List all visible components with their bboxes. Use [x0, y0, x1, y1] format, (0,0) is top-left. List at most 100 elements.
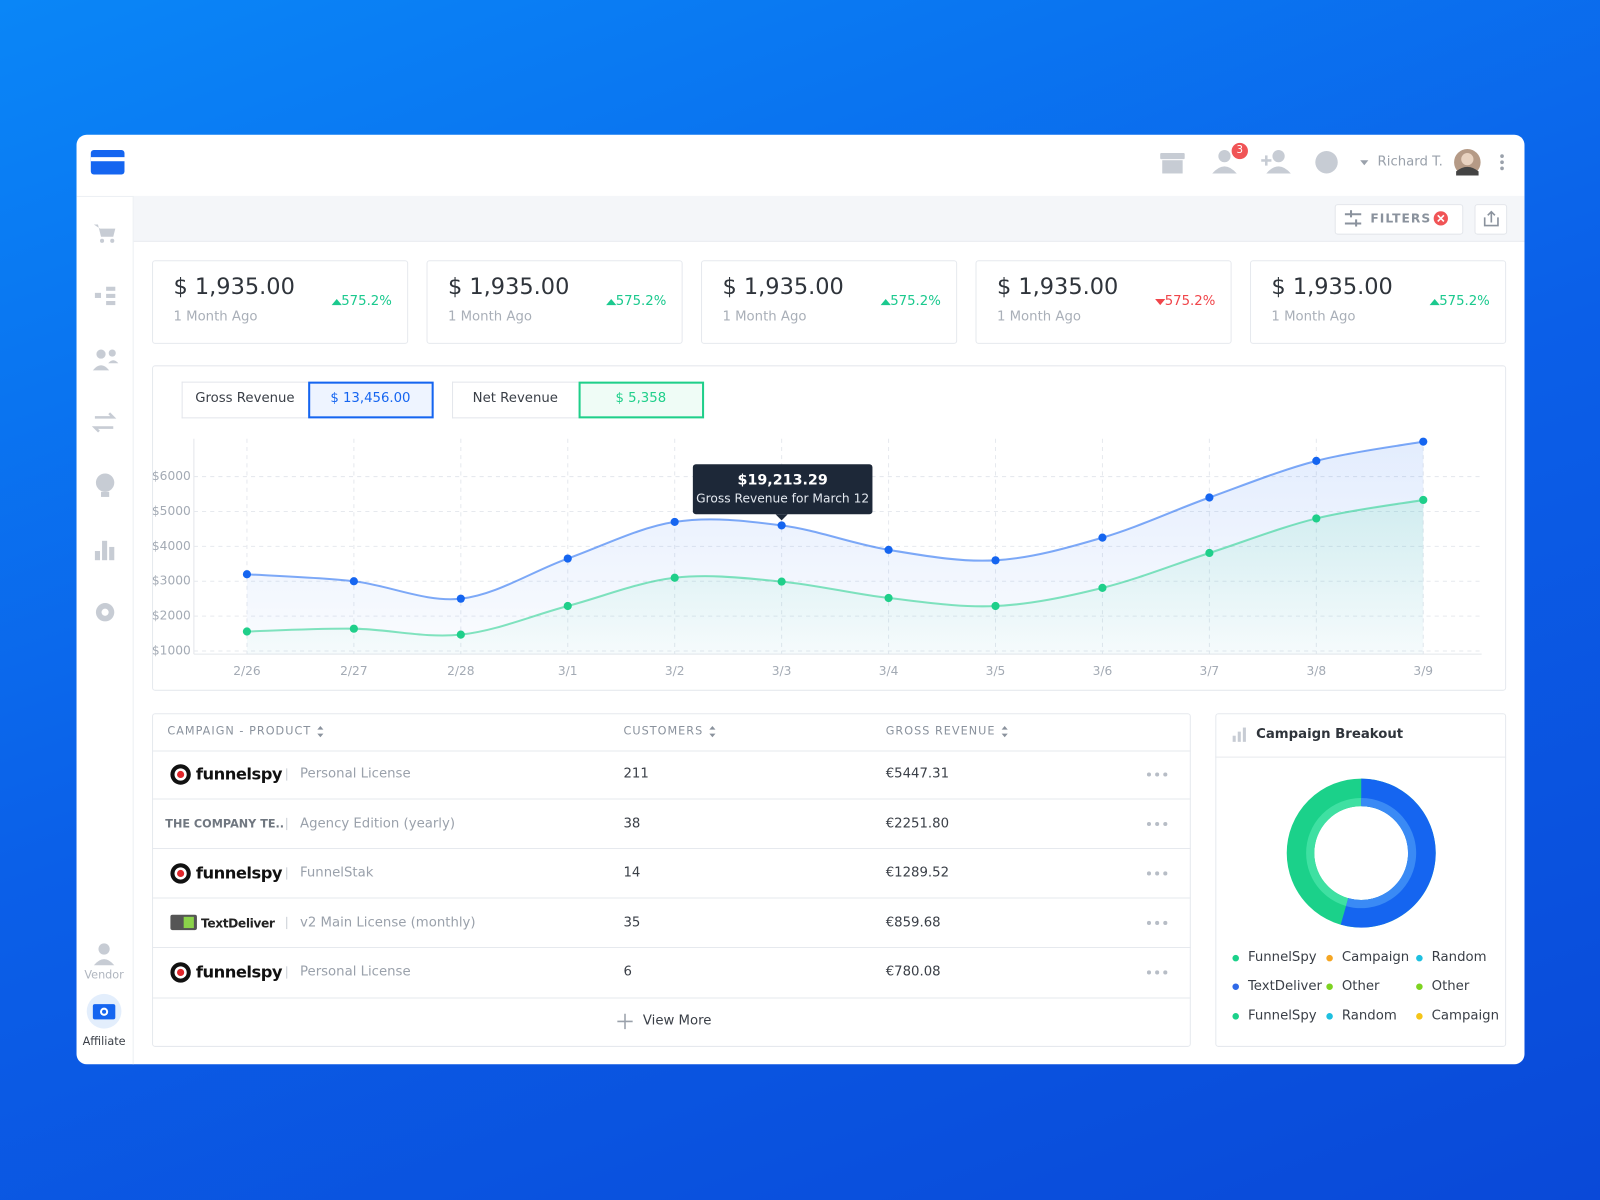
nav-icons[interactable] — [99, 238, 105, 243]
logo[interactable] — [90, 149, 125, 175]
x-tick-label: 3/3 — [772, 664, 792, 678]
stat-card — [1249, 260, 1507, 344]
nav-icons[interactable] — [94, 292, 102, 298]
net-total[interactable] — [578, 381, 705, 419]
trend-arrow — [880, 298, 891, 306]
legend-label[interactable]: Gross Revenue — [195, 390, 295, 407]
nav-icons[interactable] — [102, 540, 108, 561]
avatar[interactable] — [1456, 166, 1479, 176]
x-tick-label: 3/6 — [1093, 664, 1113, 678]
filters-label[interactable]: FILTERS — [1370, 211, 1432, 226]
brand: funnelspy — [195, 863, 283, 883]
header-icons[interactable] — [1315, 151, 1338, 174]
row-menu[interactable] — [1146, 920, 1168, 925]
legend-name: Campaign — [1341, 949, 1410, 966]
stat-period: 1 Month Ago — [447, 309, 533, 325]
logo[interactable] — [90, 149, 125, 175]
legend-total[interactable]: $ 13,456.00 — [330, 390, 411, 407]
badge — [1231, 142, 1248, 160]
gross-total[interactable] — [308, 381, 434, 419]
sort-icon — [1001, 726, 1008, 738]
clear-filters[interactable] — [1437, 214, 1445, 223]
nav-icons[interactable] — [96, 349, 106, 359]
row-menu[interactable] — [1146, 871, 1168, 876]
legend-total[interactable]: $ 5,358 — [615, 390, 667, 407]
nav-icons[interactable] — [95, 473, 115, 492]
nav-icons[interactable] — [101, 491, 110, 497]
gross-tab[interactable] — [181, 381, 309, 419]
column-header[interactable]: CAMPAIGN - PRODUCT — [167, 724, 312, 738]
nav-icons[interactable] — [106, 301, 116, 306]
row-menu[interactable] — [1146, 970, 1168, 975]
header-icons[interactable] — [1160, 153, 1185, 160]
user-name[interactable]: Richard T. — [1377, 154, 1443, 170]
brand: THE COMPANY TE.. — [165, 816, 285, 831]
row-menu[interactable] — [1146, 772, 1168, 777]
legend-dot — [1416, 954, 1423, 962]
avatar[interactable] — [1461, 153, 1474, 166]
nav-icons[interactable] — [106, 286, 116, 291]
header-icons[interactable] — [1272, 149, 1285, 163]
nav-label[interactable]: Affiliate — [82, 1034, 126, 1048]
nav-icons[interactable] — [93, 959, 115, 966]
customers: 14 — [623, 865, 641, 881]
nav-icons[interactable] — [101, 608, 109, 616]
column-header[interactable]: GROSS REVENUE — [885, 724, 996, 738]
header-icons[interactable] — [1218, 149, 1231, 163]
header-icons[interactable] — [1266, 166, 1291, 174]
nav-icons[interactable] — [91, 412, 117, 433]
plus-icon — [617, 1013, 633, 1030]
stat-card — [426, 260, 683, 344]
chart-panel — [152, 365, 1507, 691]
revenue: €2251.80 — [885, 815, 950, 832]
header-icons[interactable] — [1500, 160, 1504, 165]
view-more[interactable]: View More — [642, 1013, 712, 1029]
header-icons[interactable] — [1264, 155, 1268, 166]
stat-period: 1 Month Ago — [722, 309, 807, 325]
nav-icons[interactable] — [108, 360, 119, 364]
header-icons[interactable] — [1160, 149, 1504, 174]
header-icons[interactable] — [1212, 166, 1237, 174]
x-tick-label: 3/8 — [1306, 664, 1326, 678]
header-icons[interactable] — [1500, 154, 1504, 158]
point — [1312, 456, 1321, 465]
point — [456, 594, 465, 603]
nav-icons[interactable] — [106, 293, 116, 298]
row-menu-dot — [1146, 772, 1152, 777]
nav-label[interactable]: Vendor — [84, 968, 124, 982]
stat-change: 575.2% — [341, 293, 392, 310]
point — [349, 624, 358, 633]
nav-icons[interactable] — [108, 349, 116, 357]
donut — [1340, 778, 1436, 928]
line — [246, 498, 1424, 637]
y-tick-label: $5000 — [152, 504, 191, 518]
breakdown-title: Campaign Breakout — [1256, 726, 1404, 742]
nav-icons[interactable] — [110, 238, 115, 243]
nav-icons[interactable] — [91, 224, 119, 966]
point — [1312, 514, 1321, 523]
header-icons[interactable] — [1162, 160, 1183, 174]
stat-change: 575.2% — [615, 293, 667, 310]
logo[interactable] — [90, 157, 125, 162]
nav-icons[interactable] — [109, 546, 115, 561]
header-icons[interactable] — [1360, 160, 1369, 166]
point — [991, 601, 1000, 611]
nav-icons[interactable] — [94, 551, 100, 561]
column-header[interactable]: CUSTOMERS — [623, 724, 704, 738]
header-icons[interactable] — [1500, 166, 1504, 171]
legend-label[interactable]: Net Revenue — [472, 390, 558, 407]
legend-name: TextDeliver — [1247, 978, 1323, 994]
legend-dot — [1416, 1013, 1423, 1020]
x-tick-label: 3/7 — [1200, 664, 1220, 678]
area — [246, 499, 1424, 655]
nav-icons[interactable] — [98, 943, 110, 955]
x-tick-label: 2/28 — [447, 664, 474, 678]
clear-filters[interactable] — [1433, 211, 1448, 226]
stat-amount: $ 1,935.00 — [722, 274, 844, 300]
row-menu[interactable] — [1146, 821, 1168, 827]
tooltip-title: $19,213.29 — [738, 473, 828, 489]
net-tab[interactable] — [452, 381, 579, 419]
nav-icons[interactable] — [92, 365, 110, 371]
nav-icons[interactable] — [93, 224, 116, 237]
avatar[interactable] — [1454, 148, 1481, 176]
